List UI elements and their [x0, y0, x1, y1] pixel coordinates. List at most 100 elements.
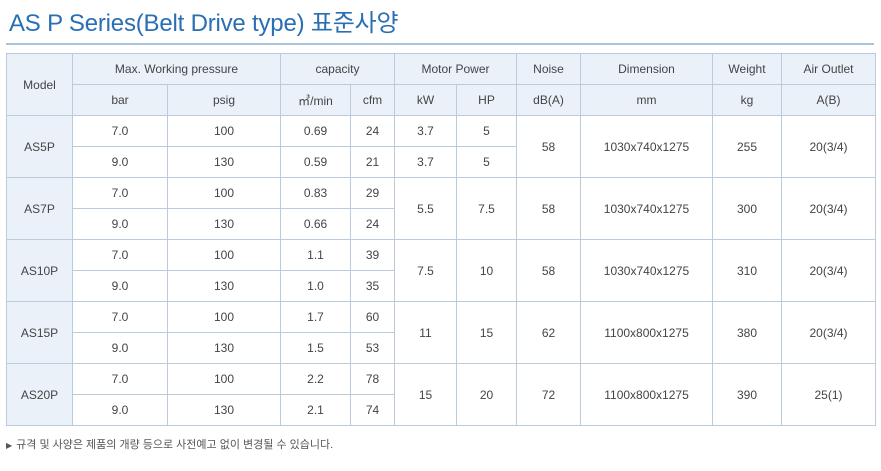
page-title: AS P Series(Belt Drive type) 표준사양	[9, 10, 399, 37]
bullet-arrow-icon: ▶	[6, 441, 13, 450]
noise-cell: 58	[516, 115, 581, 178]
psig-cell: 130	[167, 332, 281, 364]
unit-kw: kW	[394, 84, 457, 116]
unit-bar: bar	[72, 84, 168, 116]
hp-cell: 15	[456, 301, 517, 364]
header-row-units: bar psig ㎥/min cfm kW HP dB(A) mm kg A(B…	[7, 84, 876, 116]
cfm-cell: 35	[350, 270, 395, 302]
table-row: AS15P 7.0 100 1.7 60 11 15 62 1100x800x1…	[6, 301, 876, 364]
table-row: 9.0 130 0.59 21 3.7 5	[7, 146, 876, 178]
table-row: AS7P 7.0 100 0.83 29 5.5 7.5 58 1030x740…	[6, 177, 876, 240]
bar-cell: 9.0	[72, 332, 168, 364]
footnote: ▶ 규격 및 사양은 제품의 개량 등으로 사전예고 없이 변경될 수 있습니다.	[6, 436, 333, 452]
header-motor-power: Motor Power	[394, 53, 517, 85]
header-pressure: Max. Working pressure	[72, 53, 281, 85]
hp-cell: 10	[456, 239, 517, 302]
dimension-cell: 1030x740x1275	[580, 115, 713, 178]
unit-hp: HP	[456, 84, 517, 116]
bar-cell: 9.0	[72, 270, 168, 302]
unit-db: dB(A)	[516, 84, 581, 116]
bar-cell: 9.0	[72, 146, 168, 178]
kw-cell: 15	[394, 363, 457, 426]
header-noise: Noise	[516, 53, 581, 85]
noise-cell: 72	[516, 363, 581, 426]
weight-cell: 255	[712, 115, 782, 178]
table-row: AS5P 7.0 100 0.69 24 3.7 5 58 1030x740x1…	[6, 115, 876, 178]
unit-kg: kg	[712, 84, 782, 116]
air-outlet-cell: 20(3/4)	[781, 301, 876, 364]
cfm-cell: 29	[350, 177, 395, 209]
cfm-cell: 39	[350, 239, 395, 271]
weight-cell: 300	[712, 177, 782, 240]
bar-cell: 7.0	[72, 239, 168, 271]
psig-cell: 100	[167, 239, 281, 271]
bar-cell: 7.0	[72, 115, 168, 147]
header-weight: Weight	[712, 53, 782, 85]
cfm-cell: 78	[350, 363, 395, 395]
unit-cfm: cfm	[350, 84, 395, 116]
m3min-cell: 0.69	[280, 115, 351, 147]
cfm-cell: 21	[350, 146, 395, 178]
model-cell: AS20P	[6, 363, 73, 426]
psig-cell: 100	[167, 115, 281, 147]
unit-m3min: ㎥/min	[280, 84, 351, 116]
weight-cell: 380	[712, 301, 782, 364]
psig-cell: 100	[167, 301, 281, 333]
psig-cell: 100	[167, 177, 281, 209]
m3min-cell: 2.1	[280, 394, 351, 426]
model-cell: AS5P	[6, 115, 73, 178]
table-row: 9.0 130 2.1 74	[7, 394, 876, 426]
table-row: AS20P 7.0 100 2.2 78 15 20 72 1100x800x1…	[6, 363, 876, 426]
dimension-cell: 1100x800x1275	[580, 301, 713, 364]
m3min-cell: 1.5	[280, 332, 351, 364]
cfm-cell: 60	[350, 301, 395, 333]
psig-cell: 130	[167, 394, 281, 426]
dimension-cell: 1100x800x1275	[580, 363, 713, 426]
spec-table: Model Max. Working pressure capacity Mot…	[6, 53, 876, 426]
kw-cell: 3.7	[394, 146, 457, 178]
footnote-text: 규격 및 사양은 제품의 개량 등으로 사전예고 없이 변경될 수 있습니다.	[16, 439, 334, 451]
weight-cell: 310	[712, 239, 782, 302]
cfm-cell: 74	[350, 394, 395, 426]
header-dimension: Dimension	[580, 53, 713, 85]
table-row: 9.0 130 1.5 53	[7, 332, 876, 364]
bar-cell: 7.0	[72, 301, 168, 333]
weight-cell: 390	[712, 363, 782, 426]
noise-cell: 62	[516, 301, 581, 364]
model-cell: AS7P	[6, 177, 73, 240]
kw-cell: 3.7	[394, 115, 457, 147]
title-divider	[6, 43, 874, 45]
air-outlet-cell: 25(1)	[781, 363, 876, 426]
unit-ab: A(B)	[781, 84, 876, 116]
hp-cell: 20	[456, 363, 517, 426]
model-cell: AS10P	[6, 239, 73, 302]
noise-cell: 58	[516, 177, 581, 240]
psig-cell: 130	[167, 270, 281, 302]
air-outlet-cell: 20(3/4)	[781, 115, 876, 178]
unit-psig: psig	[167, 84, 281, 116]
kw-cell: 5.5	[394, 177, 457, 240]
header-air-outlet: Air Outlet	[781, 53, 876, 85]
psig-cell: 100	[167, 363, 281, 395]
model-cell: AS15P	[6, 301, 73, 364]
header-capacity: capacity	[280, 53, 395, 85]
header-model: Model	[6, 53, 73, 116]
bar-cell: 7.0	[72, 177, 168, 209]
table-row: AS10P 7.0 100 1.1 39 7.5 10 58 1030x740x…	[6, 239, 876, 302]
cfm-cell: 24	[350, 115, 395, 147]
m3min-cell: 0.83	[280, 177, 351, 209]
hp-cell: 5	[456, 146, 517, 178]
unit-mm: mm	[580, 84, 713, 116]
psig-cell: 130	[167, 208, 281, 240]
air-outlet-cell: 20(3/4)	[781, 177, 876, 240]
hp-cell: 7.5	[456, 177, 517, 240]
kw-cell: 7.5	[394, 239, 457, 302]
m3min-cell: 0.66	[280, 208, 351, 240]
dimension-cell: 1030x740x1275	[580, 239, 713, 302]
bar-cell: 9.0	[72, 394, 168, 426]
m3min-cell: 2.2	[280, 363, 351, 395]
m3min-cell: 1.7	[280, 301, 351, 333]
m3min-cell: 1.0	[280, 270, 351, 302]
bar-cell: 9.0	[72, 208, 168, 240]
m3min-cell: 0.59	[280, 146, 351, 178]
